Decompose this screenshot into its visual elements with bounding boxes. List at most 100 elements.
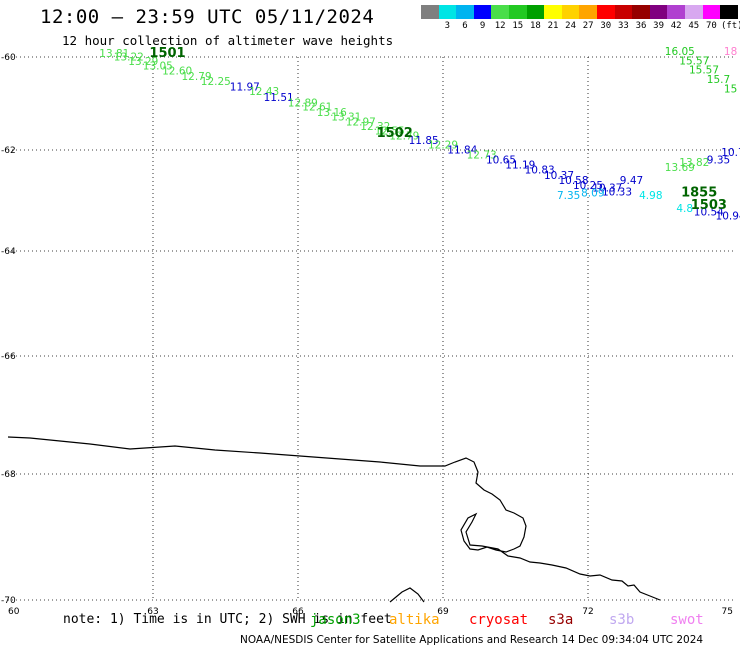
pass-time-label: 1501: [149, 46, 185, 61]
lat-tick-label: -70: [1, 596, 16, 606]
wave-height-label: 12.97: [346, 116, 376, 128]
satellite-label-s3a: s3a: [548, 612, 574, 628]
wave-height-label: 12.55: [375, 126, 405, 138]
wave-height-label: 10.54: [694, 207, 724, 219]
legend-swatch: [720, 5, 738, 19]
wave-height-label: 13.31: [331, 112, 361, 124]
satellite-label-jason3: jason3: [310, 612, 361, 628]
legend-label: 24: [565, 21, 577, 31]
legend-label: 42: [670, 21, 682, 31]
wave-height-label: 12.25: [201, 76, 231, 88]
wave-height-label: 10.58: [558, 175, 588, 187]
lat-tick-label: -64: [1, 247, 16, 257]
wave-height-label: 13.16: [317, 107, 347, 119]
lon-tick-label: 75: [722, 607, 733, 617]
lat-tick-label: -62: [1, 146, 16, 156]
legend-swatch: [473, 5, 492, 19]
wave-height-label: 10.33: [602, 186, 632, 198]
satellite-label-s3b: s3b: [609, 612, 635, 628]
wave-height-label: 12.60: [162, 66, 192, 78]
wave-height-label: 12.43: [249, 86, 279, 98]
wave-height-label: 4.8: [676, 203, 693, 215]
wave-height-label: 13.29: [128, 56, 158, 68]
wave-height-label: 10.37: [592, 182, 622, 194]
wave-height-label: 13.82: [679, 157, 709, 169]
legend-swatch: [508, 5, 527, 19]
wave-height-label: 12.73: [467, 150, 497, 162]
lon-tick-label: 60: [8, 607, 20, 617]
legend-swatch: [702, 5, 721, 19]
satellite-legend: jason3 altika cryosat s3a s3b swot: [0, 612, 740, 630]
wave-height-label: 10.83: [525, 165, 555, 177]
legend-label: 33: [617, 21, 629, 31]
legend-swatch: [596, 5, 615, 19]
wave-height-label: 11.51: [264, 92, 294, 104]
wave-height-label: 12.79: [389, 130, 419, 142]
wave-height-label: 15: [724, 83, 737, 95]
satellite-label-cryosat: cryosat: [469, 612, 529, 628]
pass-time-label: 1502: [377, 126, 413, 141]
wave-height-label: 12.29: [428, 140, 458, 152]
page-title: 12:00 – 23:59 UTC 05/11/2024: [40, 6, 375, 28]
coastline-segment: [389, 587, 425, 603]
lat-tick-label: -66: [1, 352, 16, 362]
wave-height-label: 11.84: [447, 145, 477, 157]
wave-height-label: 13.81: [99, 48, 129, 60]
wave-height-label: 13.05: [143, 61, 173, 73]
legend-label: 9: [479, 21, 486, 31]
wave-height-label: 10.94: [716, 211, 740, 223]
legend-swatch: [544, 5, 562, 19]
legend-label: 45: [688, 21, 700, 31]
legend-unit: (ft): [720, 21, 740, 31]
lon-tick-label: 63: [147, 607, 158, 617]
legend-label: 70: [705, 21, 717, 31]
legend-swatch: [579, 5, 597, 19]
wave-height-label: 10.37: [544, 170, 574, 182]
legend-swatch: [614, 5, 633, 19]
legend-swatch: [632, 5, 650, 19]
legend-label: 18: [529, 21, 541, 31]
wave-height-label: 11.19: [505, 160, 535, 172]
wave-height-label: 12.79: [181, 71, 211, 83]
legend-label: 12: [494, 21, 506, 31]
wave-height-label: 15.7: [707, 74, 730, 86]
wave-height-label: 11.85: [409, 135, 439, 147]
pass-time-label: 1503: [691, 198, 727, 213]
wave-height-label: 7.35: [557, 190, 580, 202]
wave-height-label: 12.32: [360, 121, 390, 133]
page-subtitle: 12 hour collection of altimeter wave hei…: [62, 33, 394, 48]
legend-swatch: [421, 5, 439, 19]
satellite-label-altika: altika: [389, 612, 440, 628]
legend-swatch: [667, 5, 685, 19]
wave-height-label: 18: [724, 46, 737, 58]
legend-label: 21: [547, 21, 559, 31]
lon-tick-label: 66: [292, 607, 304, 617]
wave-height-label: 12.89: [288, 97, 318, 109]
legend-swatch: [438, 5, 457, 19]
wave-height-label: 16.05: [665, 46, 695, 58]
lon-tick-label: 72: [582, 607, 593, 617]
note-text: note: 1) Time is in UTC; 2) SWH is in fe…: [63, 612, 392, 627]
legend-label: 36: [635, 21, 647, 31]
satellite-label-swot: swot: [670, 612, 704, 628]
wave-height-label: 4.98: [639, 190, 662, 202]
legend-swatch: [561, 5, 580, 19]
lon-tick-label: 69: [437, 607, 449, 617]
legend-swatch: [684, 5, 703, 19]
wave-height-label: 11.97: [230, 81, 260, 93]
wave-height-label: 10.7: [721, 147, 740, 159]
legend-label: 30: [600, 21, 612, 31]
legend-swatch: [649, 5, 668, 19]
lat-tick-label: -60: [1, 53, 16, 63]
legend-swatch: [456, 5, 474, 19]
lat-tick-label: -68: [1, 470, 16, 480]
wave-height-label: 12.61: [302, 101, 332, 113]
antarctic-coastline: [7, 436, 661, 601]
legend-label: 15: [512, 21, 524, 31]
legend-label: 39: [653, 21, 665, 31]
legend-swatch: [526, 5, 545, 19]
wave-height-label: 15.57: [679, 55, 709, 67]
wave-height-label: 10.25: [573, 180, 603, 192]
